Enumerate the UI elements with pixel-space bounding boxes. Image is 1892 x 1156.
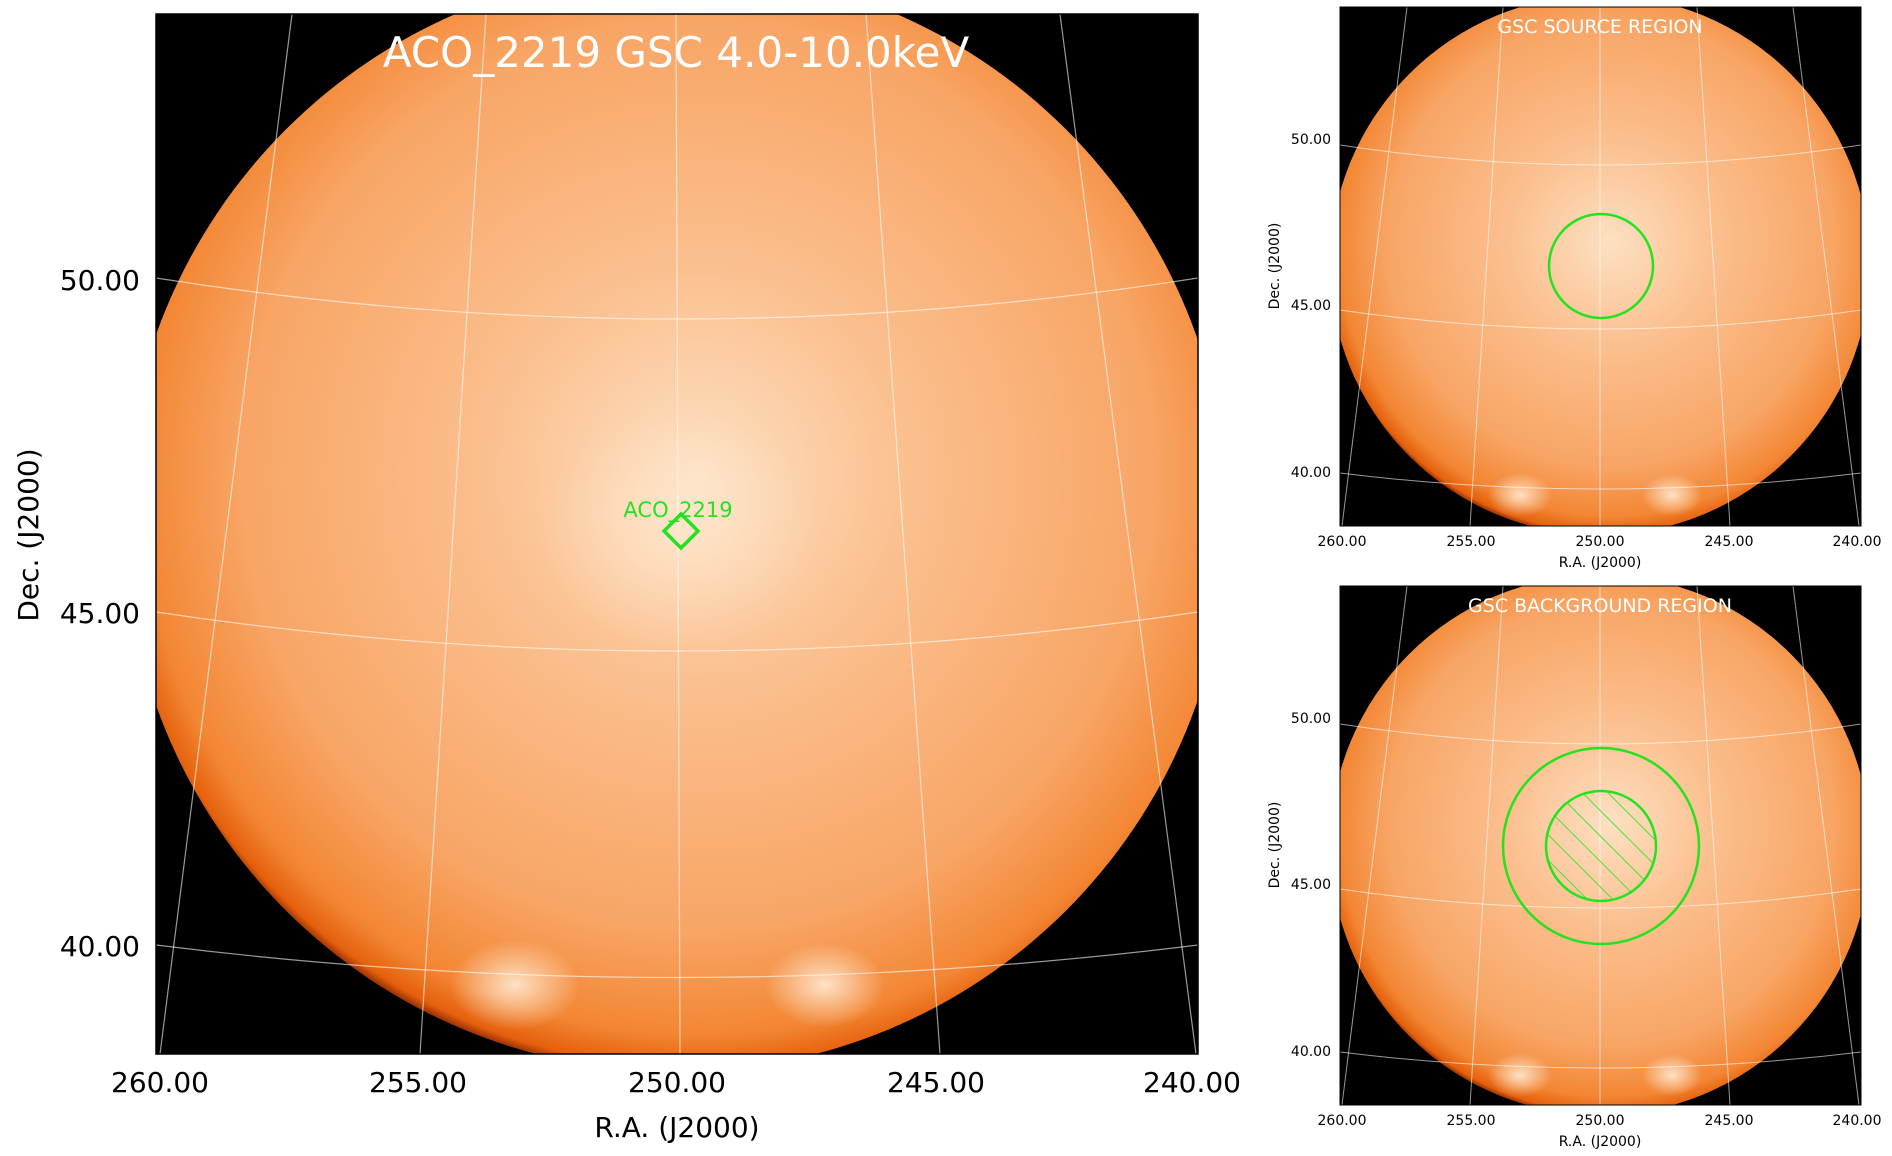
main-y-axis-label: Dec. (J2000) (12, 448, 45, 621)
source-x-axis-label: R.A. (J2000) (1559, 555, 1642, 571)
background-bright-spot-right (1642, 1054, 1702, 1096)
source-y-tick-45: 45.00 (1291, 298, 1331, 314)
source-frame (1339, 6, 1862, 527)
main-y-tick-50: 50.00 (60, 264, 140, 297)
main-y-tick-45: 45.00 (60, 597, 140, 630)
source-x-tick-250: 250.00 (1576, 534, 1625, 550)
main-bright-spot-left (450, 940, 580, 1030)
main-source-diamond-marker (661, 511, 701, 551)
source-region-circle (1547, 212, 1655, 320)
source-bright-spot-right (1642, 474, 1702, 516)
background-y-tick-50: 50.00 (1291, 711, 1331, 727)
main-source-label: ACO_2219 (623, 498, 732, 523)
main-cluster-emission (540, 410, 820, 650)
background-outer-annulus-circle (1501, 746, 1701, 946)
source-x-tick-260: 260.00 (1318, 534, 1367, 550)
source-y-tick-50: 50.00 (1291, 132, 1331, 148)
main-x-tick-260: 260.00 (111, 1066, 209, 1099)
main-x-tick-250: 250.00 (628, 1066, 726, 1099)
main-x-axis-label: R.A. (J2000) (594, 1111, 759, 1144)
source-bright-spot-left (1488, 473, 1552, 517)
source-y-axis-label: Dec. (J2000) (1267, 223, 1283, 310)
source-x-tick-245: 245.00 (1705, 534, 1754, 550)
background-y-axis-label: Dec. (J2000) (1267, 802, 1283, 889)
main-y-tick-40: 40.00 (60, 930, 140, 963)
source-y-tick-40: 40.00 (1291, 465, 1331, 481)
source-region-panel: GSC SOURCE REGION 50.00 45.00 40.00 260.… (1267, 6, 1882, 571)
main-frame (155, 13, 1199, 1055)
source-title: GSC SOURCE REGION (1497, 16, 1702, 38)
background-y-tick-45: 45.00 (1291, 877, 1331, 893)
background-x-tick-245: 245.00 (1705, 1113, 1754, 1129)
background-excluded-source-circle (1544, 789, 1658, 903)
background-x-tick-250: 250.00 (1576, 1113, 1625, 1129)
source-x-tick-255: 255.00 (1447, 534, 1496, 550)
source-x-tick-240: 240.00 (1833, 534, 1882, 550)
main-bright-spot-right (765, 943, 885, 1027)
background-frame (1339, 585, 1862, 1106)
background-x-tick-240: 240.00 (1833, 1113, 1882, 1129)
main-x-tick-240: 240.00 (1143, 1066, 1241, 1099)
main-x-tick-245: 245.00 (887, 1066, 985, 1099)
background-x-tick-260: 260.00 (1318, 1113, 1367, 1129)
source-coordinate-grid (1340, 7, 1861, 526)
background-x-axis-label: R.A. (J2000) (1559, 1134, 1642, 1150)
main-x-tick-255: 255.00 (369, 1066, 467, 1099)
background-region-panel: GSC BACKGROUND REGION 50.00 45.00 40.00 … (1267, 585, 1882, 1150)
background-x-tick-255: 255.00 (1447, 1113, 1496, 1129)
background-y-tick-40: 40.00 (1291, 1044, 1331, 1060)
main-panel: ACO_2219 ACO_2219 GSC 4.0-10.0keV 50.00 … (12, 13, 1241, 1144)
main-title: ACO_2219 GSC 4.0-10.0keV (383, 28, 970, 77)
background-bright-spot-left (1488, 1053, 1552, 1097)
main-coordinate-grid (156, 14, 1198, 1054)
background-title: GSC BACKGROUND REGION (1468, 595, 1732, 617)
